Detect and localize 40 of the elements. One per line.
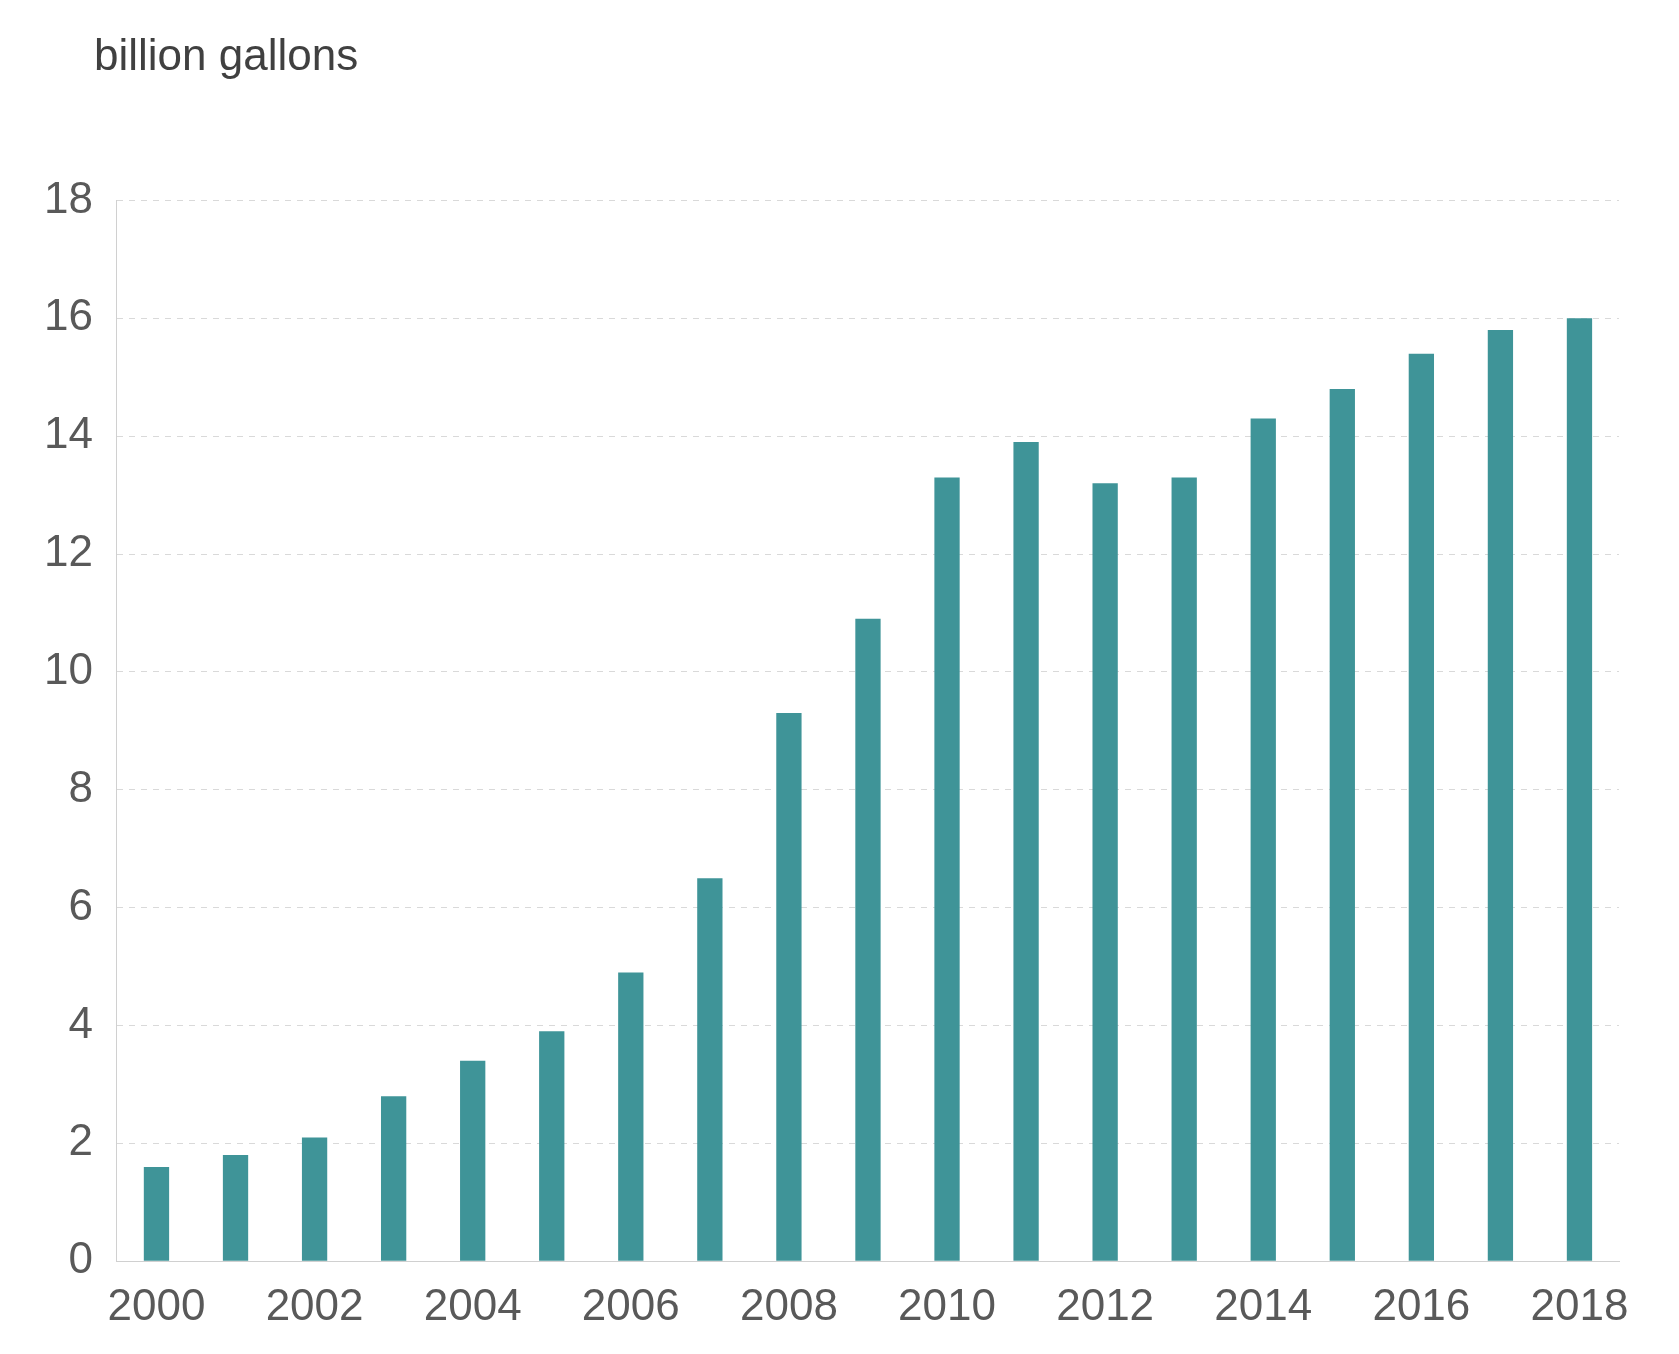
x-tick-label: 2000 xyxy=(107,1279,206,1329)
x-tick-label: 2010 xyxy=(898,1279,996,1329)
y-tick-label: 10 xyxy=(43,644,93,694)
bar xyxy=(1092,483,1118,1261)
bar xyxy=(1171,477,1197,1261)
bar xyxy=(697,878,723,1261)
bar xyxy=(776,713,802,1261)
x-tick-label: 2008 xyxy=(739,1279,838,1329)
bar xyxy=(934,477,960,1261)
x-tick-label: 2014 xyxy=(1214,1279,1313,1329)
y-tick-label: 12 xyxy=(43,526,93,576)
x-tick-label: 2012 xyxy=(1056,1279,1155,1329)
bar xyxy=(1487,330,1514,1261)
bar xyxy=(1329,388,1355,1261)
y-tick-label: 16 xyxy=(43,290,93,340)
bar xyxy=(855,618,881,1261)
bar xyxy=(460,1060,486,1261)
y-tick-label: 14 xyxy=(43,408,93,458)
bar xyxy=(143,1166,170,1261)
y-tick-label: 0 xyxy=(68,1233,93,1283)
y-axis-title: billion gallons xyxy=(94,30,359,80)
bar xyxy=(1566,318,1593,1261)
y-tick-label: 6 xyxy=(68,879,93,929)
bar xyxy=(1408,353,1435,1261)
x-tick-label: 2004 xyxy=(423,1279,522,1329)
y-tick-label: 8 xyxy=(68,761,93,811)
y-tick-label: 2 xyxy=(68,1115,93,1165)
bar xyxy=(222,1155,249,1261)
x-tick-label: 2002 xyxy=(265,1279,364,1329)
x-tick-label: 2018 xyxy=(1530,1279,1629,1329)
bar xyxy=(539,1031,565,1261)
x-tick-label: 2016 xyxy=(1372,1279,1471,1329)
bar xyxy=(380,1096,407,1261)
x-tick-label: 2006 xyxy=(581,1279,680,1329)
bar xyxy=(618,972,644,1261)
y-tick-label: 4 xyxy=(68,997,93,1047)
y-tick-label: 18 xyxy=(43,172,93,222)
bar xyxy=(1013,442,1039,1261)
bar xyxy=(301,1137,328,1261)
bar xyxy=(1250,418,1276,1261)
